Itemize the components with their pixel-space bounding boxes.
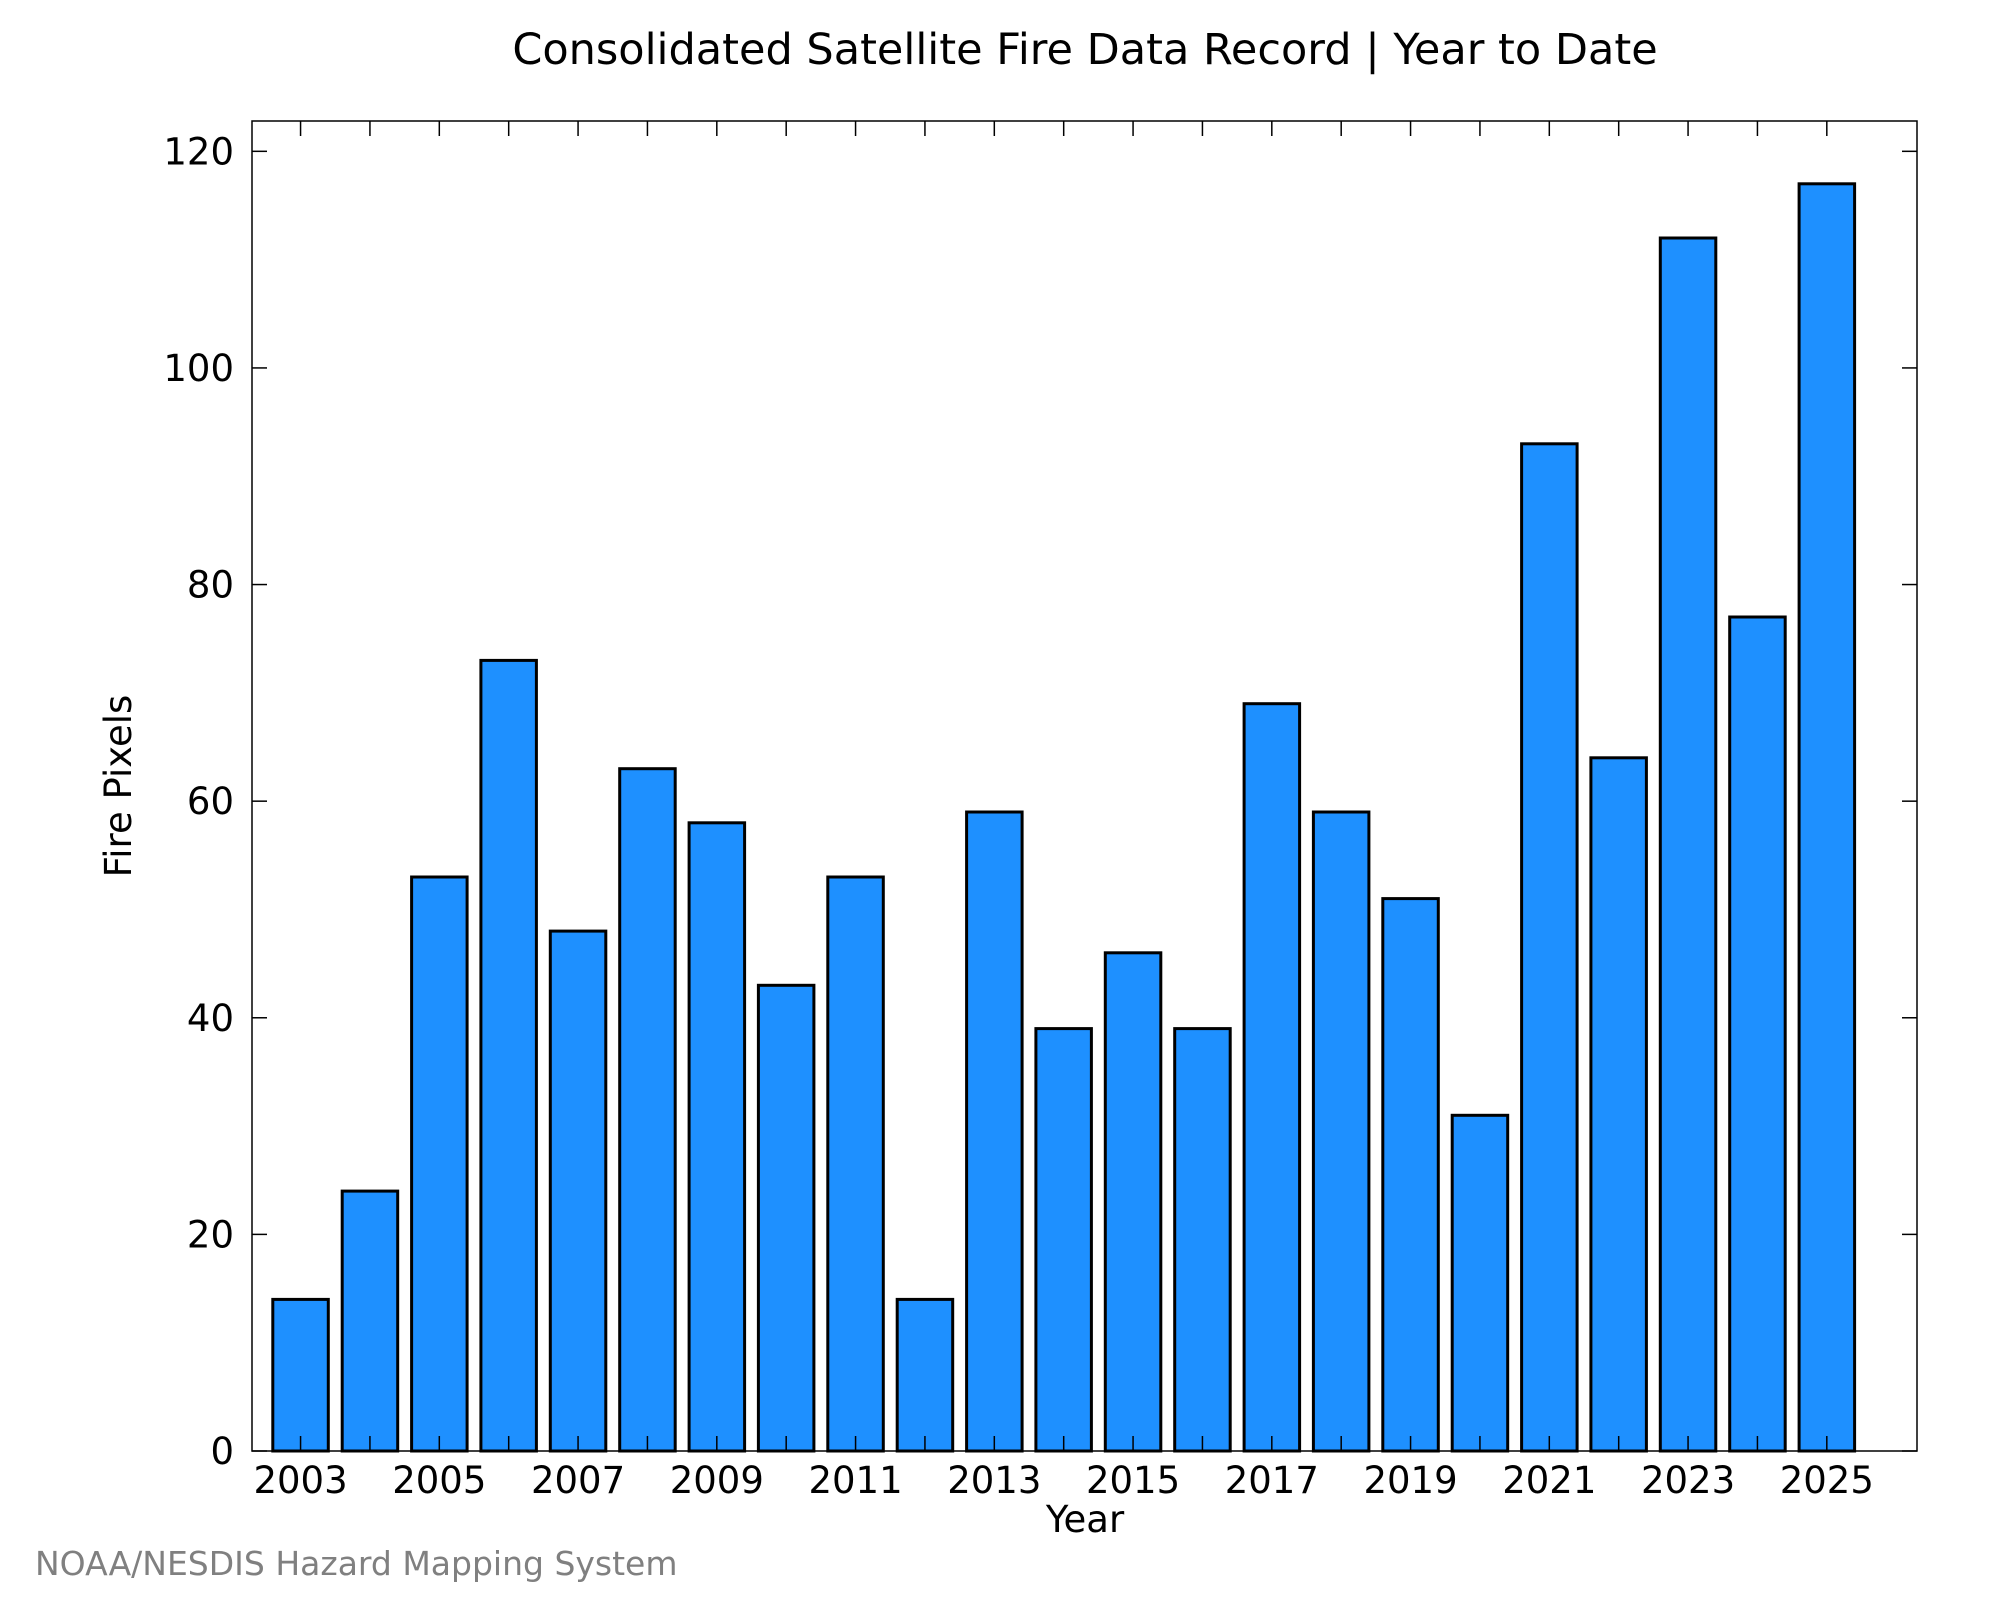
- x-tick-label: 2013: [947, 1459, 1041, 1502]
- x-axis-label: Year: [1045, 1498, 1125, 1541]
- y-tick-label: 20: [187, 1213, 234, 1256]
- bar-2021: [1520, 442, 1579, 1453]
- x-tick-label: 2017: [1225, 1459, 1319, 1502]
- bar-2015: [1103, 951, 1163, 1453]
- bar-2019: [1381, 897, 1440, 1453]
- bar-2014: [1034, 1027, 1093, 1453]
- bar-2018: [1311, 810, 1371, 1453]
- bar-2005: [410, 875, 469, 1453]
- chart-title: Consolidated Satellite Fire Data Record …: [512, 25, 1657, 75]
- bar-2006: [479, 658, 538, 1453]
- y-tick-label: 100: [163, 347, 234, 390]
- x-tick-label: 2005: [392, 1459, 486, 1502]
- plot-frame: [251, 120, 1918, 1452]
- bars-layer: [271, 182, 1857, 1453]
- bar-2022: [1589, 756, 1648, 1453]
- x-tick-label: 2015: [1086, 1459, 1180, 1502]
- bar-2010: [756, 983, 816, 1453]
- ticks-layer: 0 20 40 60 80 100 120 2003 2005 2007 2009 2011 2013 2…: [163, 121, 1917, 1502]
- y-tick-label: 60: [187, 780, 234, 823]
- y-tick-label: 40: [187, 997, 234, 1040]
- bar-2016: [1173, 1027, 1232, 1453]
- x-tick-label: 2023: [1641, 1459, 1735, 1502]
- bar-2025: [1797, 182, 1857, 1453]
- bar-2007: [548, 929, 608, 1453]
- bar-2017: [1242, 702, 1302, 1453]
- bar-2020: [1450, 1113, 1510, 1453]
- y-tick-label: 0: [210, 1430, 234, 1473]
- x-tick-label: 2003: [253, 1459, 347, 1502]
- bar-2024: [1728, 615, 1787, 1453]
- bar-2008: [618, 767, 677, 1453]
- bar-2011: [826, 875, 885, 1453]
- x-tick-label: 2019: [1363, 1459, 1457, 1502]
- bar-2009: [687, 821, 747, 1453]
- x-tick-label: 2021: [1502, 1459, 1596, 1502]
- x-tick-label: 2011: [808, 1459, 902, 1502]
- y-tick-label: 120: [163, 130, 234, 173]
- bar-2023: [1658, 236, 1718, 1453]
- x-tick-label: 2025: [1780, 1459, 1874, 1502]
- y-tick-label: 80: [187, 564, 234, 607]
- credit-text: NOAA/NESDIS Hazard Mapping System: [35, 1544, 678, 1583]
- bar-2004: [340, 1189, 400, 1453]
- bar-2012: [895, 1297, 955, 1453]
- x-tick-label: 2007: [531, 1459, 625, 1502]
- bar-2013: [965, 810, 1024, 1453]
- y-axis-label: Fire Pixels: [97, 695, 140, 878]
- x-tick-label: 2009: [670, 1459, 764, 1502]
- bar-2003: [271, 1297, 330, 1453]
